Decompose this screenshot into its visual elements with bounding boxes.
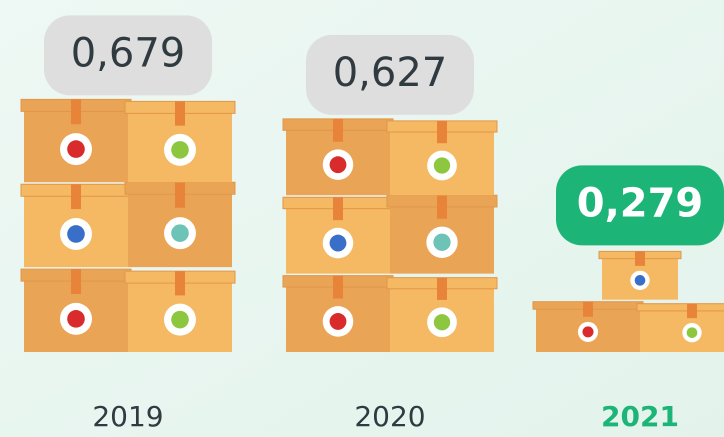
- tape: [71, 269, 81, 294]
- icon: [330, 156, 347, 173]
- tape: [175, 271, 185, 295]
- tape: [333, 197, 343, 220]
- category-label: 2019: [92, 400, 163, 433]
- chart: 0,679 2019 0,627 2020 0,279 2021: [0, 0, 724, 437]
- icon: [433, 234, 450, 251]
- icon: [171, 224, 189, 242]
- icon: [67, 310, 85, 328]
- category-label: 2020: [354, 400, 425, 433]
- value-label: 0,627: [333, 50, 448, 96]
- icon: [67, 225, 85, 243]
- icon: [330, 313, 347, 330]
- tape: [437, 195, 447, 219]
- tape: [437, 121, 447, 143]
- category-label: 2021: [601, 400, 679, 433]
- tape: [71, 184, 81, 209]
- box-lid: [637, 304, 724, 311]
- tape: [333, 276, 343, 299]
- tape: [71, 99, 81, 124]
- icon: [434, 157, 450, 173]
- value-label: 0,679: [71, 30, 186, 76]
- icon: [67, 140, 85, 158]
- icon: [171, 141, 189, 159]
- tape: [687, 304, 697, 318]
- icon: [434, 314, 450, 330]
- tape: [437, 278, 447, 300]
- tape: [333, 119, 343, 142]
- icon: [687, 327, 698, 338]
- box-stack: [21, 99, 235, 352]
- icon: [582, 326, 593, 337]
- icon: [171, 311, 189, 329]
- tape: [175, 101, 185, 125]
- tape: [583, 302, 593, 317]
- tape: [635, 251, 645, 265]
- value-label: 0,279: [577, 180, 704, 226]
- box-stack: [283, 119, 497, 352]
- icon: [635, 275, 646, 286]
- icon: [330, 235, 347, 252]
- tape: [175, 182, 185, 207]
